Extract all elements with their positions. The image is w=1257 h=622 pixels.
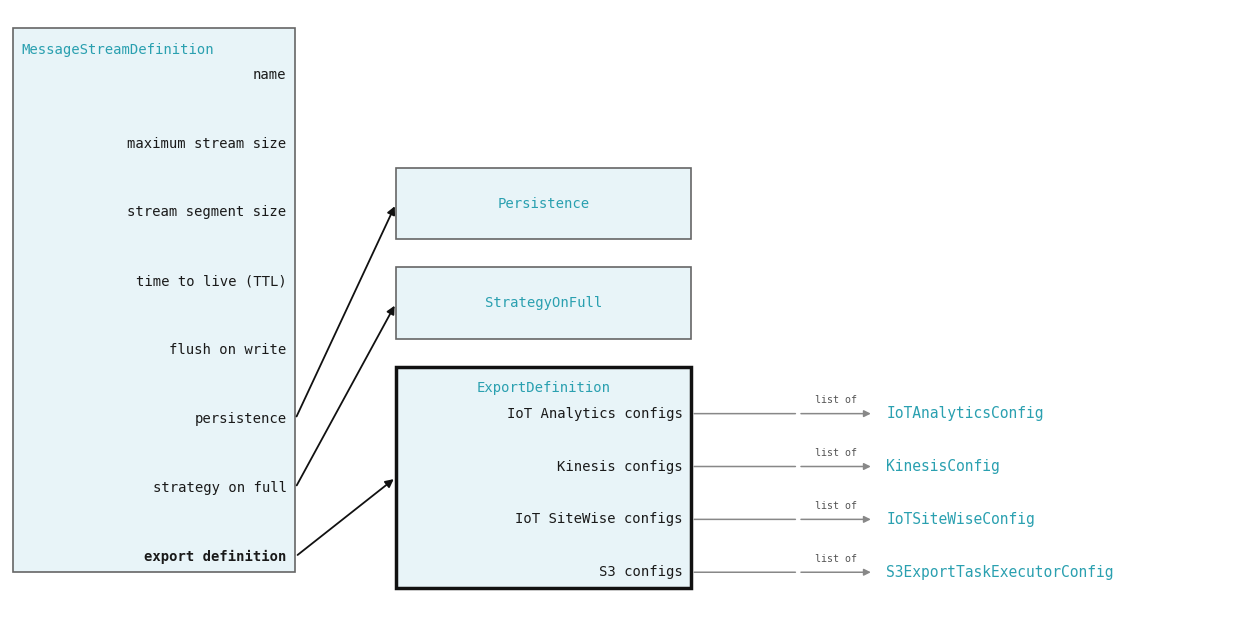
Text: StrategyOnFull: StrategyOnFull [485, 296, 602, 310]
Text: IoTSiteWiseConfig: IoTSiteWiseConfig [886, 512, 1035, 527]
Text: stream segment size: stream segment size [127, 205, 287, 220]
Text: list of: list of [815, 395, 857, 405]
Text: KinesisConfig: KinesisConfig [886, 459, 999, 474]
FancyBboxPatch shape [396, 267, 691, 339]
Text: persistence: persistence [195, 412, 287, 426]
Text: time to live (TTL): time to live (TTL) [136, 274, 287, 288]
Text: ExportDefinition: ExportDefinition [476, 381, 611, 394]
Text: flush on write: flush on write [170, 343, 287, 357]
Text: IoT Analytics configs: IoT Analytics configs [507, 407, 683, 420]
Text: list of: list of [815, 501, 857, 511]
FancyBboxPatch shape [396, 367, 691, 588]
FancyBboxPatch shape [13, 28, 295, 572]
Text: list of: list of [815, 448, 857, 458]
Text: IoT SiteWise configs: IoT SiteWise configs [515, 513, 683, 526]
Text: Kinesis configs: Kinesis configs [557, 460, 683, 473]
Text: name: name [253, 68, 287, 81]
FancyBboxPatch shape [396, 168, 691, 239]
Text: IoTAnalyticsConfig: IoTAnalyticsConfig [886, 406, 1043, 421]
Text: strategy on full: strategy on full [152, 481, 287, 495]
Text: S3ExportTaskExecutorConfig: S3ExportTaskExecutorConfig [886, 565, 1114, 580]
Text: list of: list of [815, 554, 857, 564]
Text: export definition: export definition [145, 550, 287, 564]
Text: maximum stream size: maximum stream size [127, 136, 287, 151]
Text: S3 configs: S3 configs [598, 565, 683, 579]
Text: MessageStreamDefinition: MessageStreamDefinition [21, 43, 214, 57]
Text: Persistence: Persistence [498, 197, 590, 211]
